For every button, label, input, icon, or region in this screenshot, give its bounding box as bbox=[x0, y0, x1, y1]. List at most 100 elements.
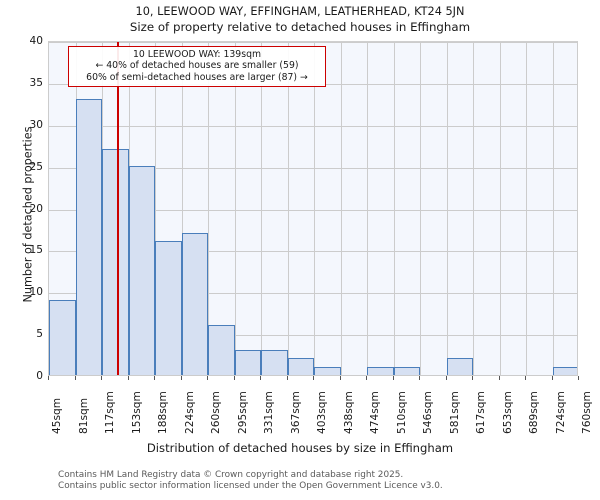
x-tick-label-403sqm: 403sqm bbox=[316, 391, 328, 434]
x-tick-label-81sqm: 81sqm bbox=[77, 397, 90, 434]
x-tickmark-403sqm bbox=[313, 376, 314, 380]
annotation-callout: 10 LEEWOOD WAY: 139sqm ← 40% of detached… bbox=[68, 46, 326, 88]
y-tick-label-35: 35 bbox=[29, 76, 43, 89]
footer-line-1: Contains HM Land Registry data © Crown c… bbox=[58, 470, 404, 480]
gridline-v-331 bbox=[261, 42, 262, 375]
y-axis: 0 5 10 15 20 25 30 35 40 bbox=[0, 0, 43, 500]
x-tickmark-724sqm bbox=[551, 376, 553, 380]
x-tickmark-260sqm bbox=[207, 376, 208, 380]
y-tick-label-30: 30 bbox=[29, 118, 43, 131]
gridline-h-40 bbox=[49, 42, 577, 43]
gridline-v-367 bbox=[287, 42, 289, 375]
y-tick-label-0: 0 bbox=[36, 370, 43, 382]
x-tickmark-438sqm bbox=[339, 376, 341, 380]
bar-403sqm bbox=[314, 366, 341, 375]
chart-subtitle: Size of property relative to detached ho… bbox=[129, 20, 471, 34]
x-tick-label-474sqm: 474sqm bbox=[369, 391, 381, 434]
x-tickmark-153sqm bbox=[127, 376, 129, 380]
x-tick-label-295sqm: 295sqm bbox=[236, 391, 249, 434]
gridline-v-689 bbox=[526, 42, 527, 375]
gridline-v-224 bbox=[181, 42, 183, 375]
x-tickmark-760sqm bbox=[578, 376, 579, 380]
y-axis-title: Number of detached properties bbox=[21, 126, 35, 303]
x-tick-label-760sqm: 760sqm bbox=[581, 391, 593, 434]
bar-45sqm bbox=[49, 299, 76, 375]
gridline-h-15 bbox=[49, 251, 577, 253]
bar-367sqm bbox=[287, 358, 314, 375]
y-tick-label-15: 15 bbox=[29, 244, 43, 257]
x-tickmark-546sqm bbox=[419, 376, 420, 380]
bar-581sqm bbox=[446, 358, 473, 375]
x-tickmark-510sqm bbox=[392, 376, 394, 380]
x-tick-label-45sqm: 45sqm bbox=[51, 397, 63, 434]
bar-153sqm bbox=[128, 165, 155, 375]
x-tickmark-81sqm bbox=[74, 376, 76, 380]
bar-510sqm bbox=[393, 366, 420, 375]
gridline-h-25 bbox=[49, 167, 577, 169]
gridline-h-5 bbox=[49, 335, 577, 337]
x-axis-title: Distribution of detached houses by size … bbox=[146, 441, 454, 455]
x-tickmark-188sqm bbox=[154, 376, 155, 380]
bar-295sqm bbox=[234, 349, 261, 375]
x-tickmark-224sqm bbox=[180, 376, 182, 380]
bar-188sqm bbox=[155, 241, 182, 375]
x-tick-label-331sqm: 331sqm bbox=[263, 391, 275, 434]
annotation-line-2: ← 40% of detached houses are smaller (59… bbox=[95, 60, 299, 72]
x-tickmark-474sqm bbox=[366, 376, 367, 380]
x-tick-label-153sqm: 153sqm bbox=[130, 391, 143, 434]
chart-title-block: 10, LEEWOOD WAY, EFFINGHAM, LEATHERHEAD,… bbox=[0, 4, 600, 35]
footer-line-2: Contains public sector information licen… bbox=[58, 480, 443, 491]
gridline-v-581 bbox=[446, 42, 448, 375]
bar-474sqm bbox=[367, 366, 394, 375]
gridline-v-260 bbox=[208, 42, 209, 375]
x-tickmark-653sqm bbox=[498, 376, 500, 380]
x-tickmark-117sqm bbox=[101, 376, 102, 380]
x-tickmark-45sqm bbox=[48, 376, 49, 380]
gridline-v-295 bbox=[234, 42, 236, 375]
x-tick-label-724sqm: 724sqm bbox=[554, 391, 567, 434]
x-tick-label-546sqm: 546sqm bbox=[422, 391, 434, 434]
x-tickmark-295sqm bbox=[233, 376, 235, 380]
y-tick-label-40: 40 bbox=[29, 35, 43, 47]
x-tick-label-510sqm: 510sqm bbox=[395, 391, 408, 434]
x-tick-label-260sqm: 260sqm bbox=[210, 391, 222, 434]
page-title: 10, LEEWOOD WAY, EFFINGHAM, LEATHERHEAD,… bbox=[135, 5, 465, 18]
x-tickmark-331sqm bbox=[260, 376, 261, 380]
gridline-v-653 bbox=[499, 42, 501, 375]
bar-331sqm bbox=[261, 349, 288, 375]
bar-117sqm bbox=[102, 148, 129, 375]
x-tick-label-653sqm: 653sqm bbox=[501, 391, 514, 434]
x-tickmark-689sqm bbox=[525, 376, 526, 380]
y-tick-label-25: 25 bbox=[29, 160, 43, 173]
footer: Contains HM Land Registry data © Crown c… bbox=[58, 470, 578, 491]
gridline-v-546 bbox=[420, 42, 421, 375]
gridline-h-10 bbox=[49, 293, 577, 295]
x-tickmark-581sqm bbox=[445, 376, 447, 380]
x-tick-label-117sqm: 117sqm bbox=[104, 391, 116, 434]
y-tick-label-10: 10 bbox=[29, 286, 43, 299]
bar-260sqm bbox=[208, 324, 235, 375]
x-tick-label-367sqm: 367sqm bbox=[289, 391, 302, 434]
x-tick-label-581sqm: 581sqm bbox=[448, 391, 461, 434]
gridline-h-30 bbox=[49, 125, 577, 127]
annotation-line-1: 10 LEEWOOD WAY: 139sqm bbox=[132, 49, 262, 60]
gridline-v-474 bbox=[367, 42, 368, 375]
plot-area bbox=[48, 41, 578, 376]
gridline-h-20 bbox=[49, 209, 577, 211]
x-axis: 45sqm 81sqm 117sqm 153sqm 188sqm 224sqm 260sqm… bbox=[48, 376, 593, 440]
y-tick-label-5: 5 bbox=[36, 328, 43, 341]
bar-81sqm bbox=[75, 98, 102, 375]
x-tick-label-438sqm: 438sqm bbox=[342, 391, 355, 434]
gridline-v-403 bbox=[314, 42, 315, 375]
property-marker-line bbox=[117, 42, 120, 375]
y-tick-label-20: 20 bbox=[29, 202, 43, 215]
bar-224sqm bbox=[181, 232, 208, 375]
annotation-line-3: 60% of semi-detached houses are larger (… bbox=[86, 71, 308, 83]
x-tick-label-224sqm: 224sqm bbox=[183, 391, 196, 434]
gridline-v-510 bbox=[393, 42, 395, 375]
gridline-v-188 bbox=[155, 42, 156, 375]
x-tickmark-367sqm bbox=[286, 376, 288, 380]
gridline-v-724 bbox=[552, 42, 554, 375]
x-tickmark-617sqm bbox=[472, 376, 473, 380]
